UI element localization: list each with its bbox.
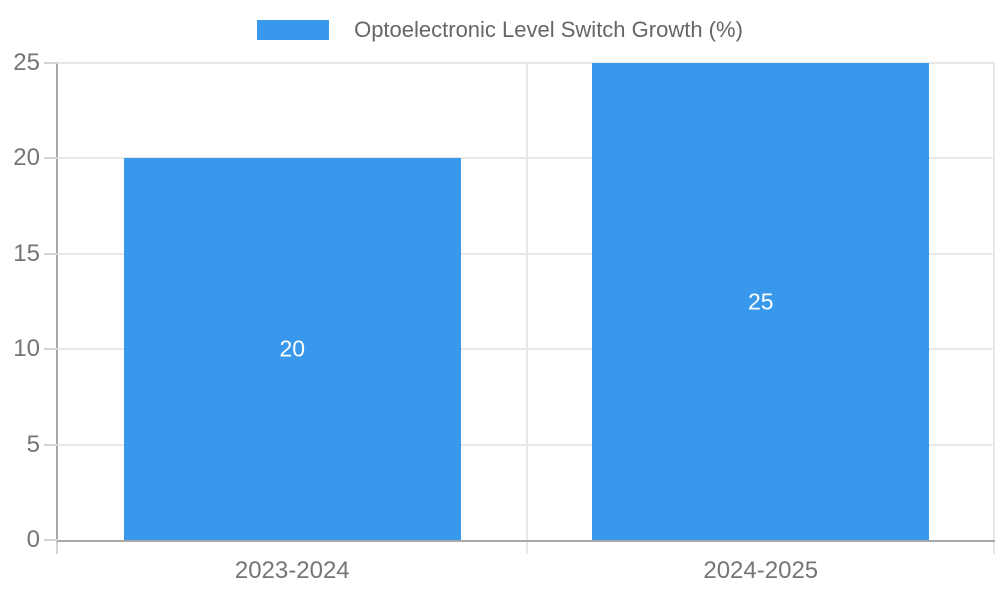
y-tick-label-5: 5 [26,430,40,458]
bar-2023-2024[interactable]: 20 [123,158,461,540]
plot-area: 20 25 [56,62,995,554]
x-axis-line [56,540,995,542]
legend-swatch [257,20,330,40]
x-axis: 2023-2024 2024-2025 [58,556,995,590]
x-tick-label-2023-2024: 2023-2024 [234,557,350,584]
bar-2024-2025[interactable]: 25 [592,63,930,540]
x-tick-label-2024-2025: 2024-2025 [703,557,819,584]
y-tick-5 [44,443,58,446]
y-tick-label-10: 10 [13,335,40,363]
gridline-right-border [993,63,995,554]
bar-value-label-2024-2025: 25 [747,288,774,314]
legend-label: Optoelectronic Level Switch Growth (%) [354,17,743,42]
y-axis-line [56,63,58,540]
gridline-category-divider [525,63,528,554]
y-tick-label-15: 15 [13,239,40,267]
bar-value-label-2023-2024: 20 [279,335,306,362]
y-tick-label-25: 25 [13,49,40,76]
y-tick-label-0: 0 [26,526,40,553]
y-axis: 0 5 10 15 20 25 [0,51,58,552]
y-tick-0 [44,539,58,541]
legend[interactable]: Optoelectronic Level Switch Growth (%) [0,16,1000,44]
y-tick-20 [44,157,58,160]
y-axis-tick-under [56,540,58,554]
y-tick-10 [44,348,58,351]
y-tick-15 [44,252,58,255]
y-tick-label-20: 20 [13,144,40,172]
y-tick-25 [44,62,58,64]
